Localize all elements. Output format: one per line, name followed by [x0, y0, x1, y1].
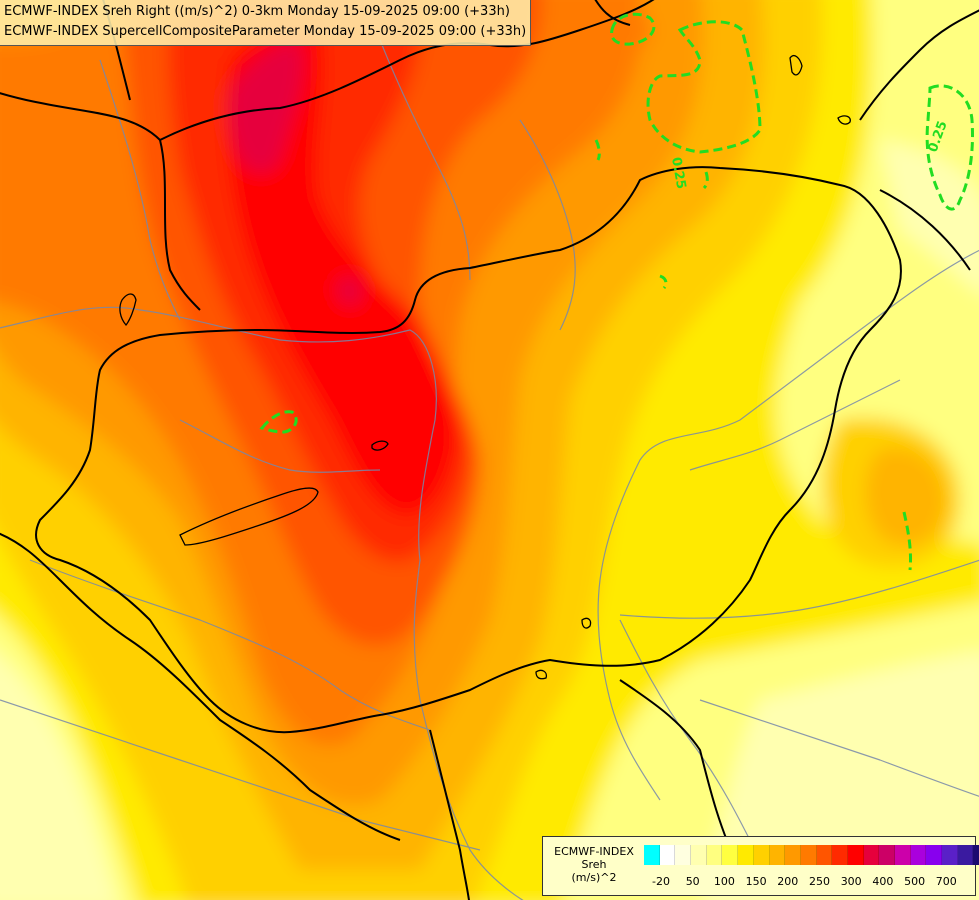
legend-tick-label: 50 — [685, 875, 700, 888]
legend-swatch — [847, 845, 864, 865]
lake-small-south — [581, 617, 592, 629]
legend-swatch — [800, 845, 817, 865]
legend-tick-label: 150 — [745, 875, 767, 888]
river-somes — [689, 379, 901, 471]
legend-swatch — [942, 845, 958, 865]
legend-tick-label: 200 — [777, 875, 799, 888]
legend-swatch — [691, 845, 707, 865]
legend-swatch — [769, 845, 786, 865]
scp-contour-north-4 — [702, 171, 709, 190]
river-north-2 — [519, 119, 576, 331]
legend-swatch — [659, 845, 676, 865]
river-tisza — [597, 249, 979, 801]
river-danube — [0, 306, 524, 900]
lake-small-east — [837, 115, 851, 125]
legend-tick-label: -20 — [652, 875, 670, 888]
legend-swatch — [832, 845, 848, 865]
legend-tick-label: 250 — [809, 875, 830, 888]
legend-swatch — [863, 845, 880, 865]
lake-small-south-2 — [535, 669, 548, 680]
legend-swatches — [644, 845, 979, 865]
scp-contours — [259, 12, 974, 571]
river-north-1 — [379, 39, 471, 281]
field-dark-orange-blob — [298, 632, 371, 713]
legend-title-line1: ECMWF-INDEX — [554, 845, 634, 858]
legend-swatch — [957, 845, 974, 865]
lakes — [119, 54, 851, 680]
river-south-1 — [619, 619, 761, 861]
legend-swatch — [722, 845, 739, 865]
river-sava — [0, 699, 481, 851]
scp-contour-north-3 — [594, 139, 601, 161]
scp-contour-west — [259, 410, 298, 434]
scp-contour-north-2 — [646, 20, 762, 154]
legend-swatch — [816, 845, 833, 865]
river-mures — [619, 559, 979, 619]
border-serbia — [429, 729, 471, 900]
legend-swatch — [910, 845, 927, 865]
border-romania-south — [619, 679, 741, 871]
legend-swatch — [753, 845, 770, 865]
legend-swatch — [895, 845, 911, 865]
border-slovakia-north — [159, 0, 655, 141]
map-title-sreh: ECMWF-INDEX Sreh Right ((m/s)^2) 0-3km M… — [4, 4, 510, 19]
river-drava — [29, 559, 431, 731]
lake-neusiedl — [119, 293, 137, 327]
legend-tick-label: 700 — [935, 875, 957, 888]
map-title-scp: ECMWF-INDEX SupercellCompositeParameter … — [4, 24, 527, 39]
border-north-small — [594, 0, 631, 26]
border-east — [879, 189, 971, 271]
legend-tick-label: 400 — [872, 875, 894, 888]
river-morava — [99, 59, 181, 321]
field-amber-east — [865, 448, 946, 546]
border-ukraine — [859, 9, 979, 121]
legend-swatch — [785, 845, 801, 865]
scp-contour-east — [925, 84, 974, 211]
border-austria — [0, 92, 201, 311]
border-slovenia-croatia — [0, 532, 401, 841]
scp-contour-north-5 — [659, 274, 668, 290]
legend-swatch — [738, 845, 754, 865]
legend-title: ECMWF-INDEX Sreh (m/s)^2 — [547, 845, 641, 884]
border-hungary — [35, 166, 902, 734]
legend-swatch — [926, 845, 943, 865]
legend-tick-label: 500 — [904, 875, 926, 888]
legend-tick-label: 100 — [713, 875, 735, 888]
scp-contour-southeast — [902, 511, 912, 571]
legend-swatch — [675, 845, 692, 865]
color-legend: ECMWF-INDEX Sreh (m/s)^2 -20 50 100 150 200 2… — [542, 836, 979, 896]
field-pale-southwest — [0, 655, 118, 900]
contour-label-north: 0.25 — [668, 156, 688, 190]
legend-swatch — [706, 845, 723, 865]
legend-tick-label: 300 — [840, 875, 862, 888]
lake-small-north — [789, 54, 803, 76]
field-crimson-1 — [228, 40, 303, 174]
rivers — [0, 39, 979, 900]
river-east-1 — [699, 699, 979, 797]
legend-swatch — [644, 845, 660, 865]
field-crimson-2 — [336, 276, 362, 306]
legend-title-line3: (m/s)^2 — [571, 871, 617, 884]
lake-balaton — [179, 487, 319, 546]
field-red-2 — [226, 26, 456, 516]
legend-swatch — [973, 845, 979, 865]
field-pale-east — [880, 140, 979, 293]
scp-contour-north-1 — [610, 12, 656, 46]
legend-swatch — [879, 845, 895, 865]
map-title-box: ECMWF-INDEX Sreh Right ((m/s)^2) 0-3km M… — [0, 0, 532, 46]
river-raba — [179, 419, 381, 473]
legend-title-line2: Sreh — [581, 858, 607, 871]
lake-velence — [371, 440, 389, 451]
